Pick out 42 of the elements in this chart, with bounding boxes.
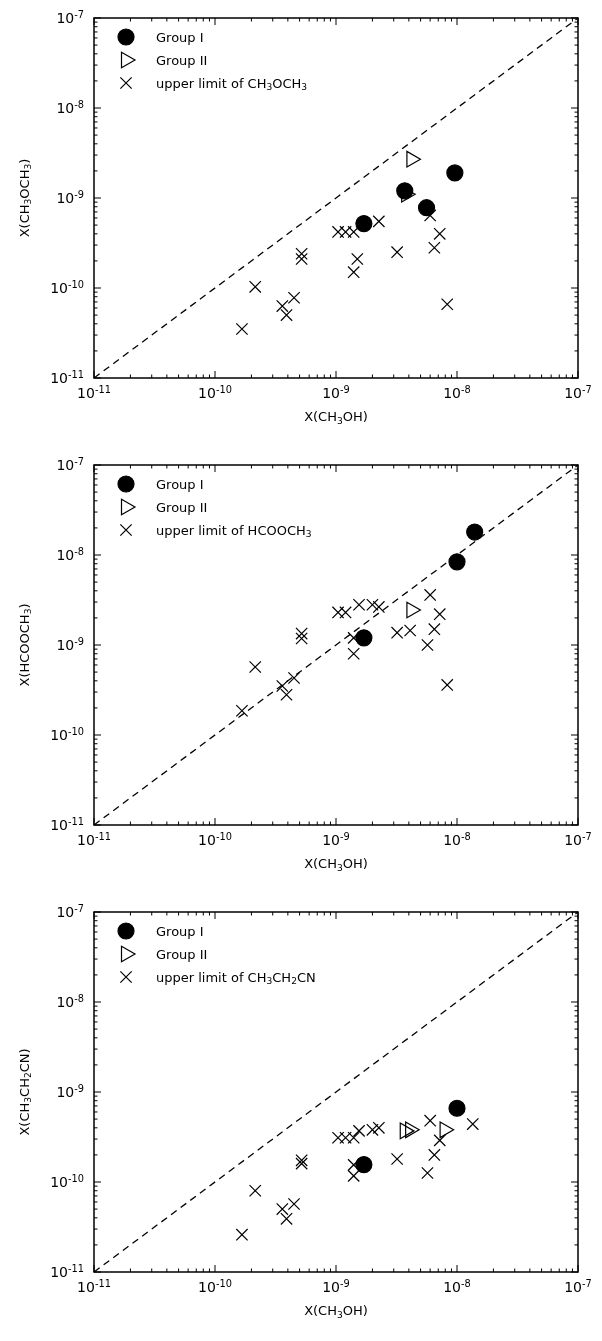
y-tick-label: 10$^{-7}$ bbox=[56, 455, 84, 473]
x-axis-title: X(CH$_{3}$OH) bbox=[304, 856, 368, 873]
x-tick-label: 10$^{-7}$ bbox=[564, 1277, 592, 1295]
x-tick-label: 10$^{-8}$ bbox=[443, 1277, 471, 1295]
x-tick-label: 10$^{-9}$ bbox=[322, 830, 350, 848]
x-tick-label: 10$^{-8}$ bbox=[443, 383, 471, 401]
x-tick-label: 10$^{-10}$ bbox=[198, 830, 232, 848]
x-axis-title: X(CH$_{3}$OH) bbox=[304, 409, 368, 426]
legend-label: upper limit of HCOOCH$_{3}$ bbox=[156, 522, 312, 540]
legend-label: Group II bbox=[156, 52, 208, 68]
y-tick-label: 10$^{-10}$ bbox=[50, 278, 84, 296]
y-tick-label: 10$^{-9}$ bbox=[56, 635, 84, 653]
y-tick-label: 10$^{-11}$ bbox=[50, 368, 84, 386]
x-tick-label: 10$^{-11}$ bbox=[77, 383, 111, 401]
legend-label: Group I bbox=[156, 29, 204, 45]
y-tick-label: 10$^{-7}$ bbox=[56, 8, 84, 26]
y-tick-label: 10$^{-11}$ bbox=[50, 1262, 84, 1280]
x-tick-label: 10$^{-7}$ bbox=[564, 830, 592, 848]
x-tick-label: 10$^{-11}$ bbox=[77, 1277, 111, 1295]
legend-label: upper limit of CH$_{3}$CH$_{2}$CN bbox=[156, 969, 316, 987]
x-tick-label: 10$^{-9}$ bbox=[322, 1277, 350, 1295]
legend-label: Group II bbox=[156, 499, 208, 515]
legend-label: upper limit of CH$_{3}$OCH$_{3}$ bbox=[156, 75, 308, 93]
y-tick-label: 10$^{-10}$ bbox=[50, 1172, 84, 1190]
y-tick-label: 10$^{-7}$ bbox=[56, 902, 84, 920]
x-tick-label: 10$^{-8}$ bbox=[443, 830, 471, 848]
y-tick-label: 10$^{-11}$ bbox=[50, 815, 84, 833]
x-tick-label: 10$^{-10}$ bbox=[198, 383, 232, 401]
x-tick-label: 10$^{-9}$ bbox=[322, 383, 350, 401]
legend-label: Group I bbox=[156, 476, 204, 492]
x-axis-title: X(CH$_{3}$OH) bbox=[304, 1303, 368, 1320]
y-tick-label: 10$^{-10}$ bbox=[50, 725, 84, 743]
y-tick-label: 10$^{-9}$ bbox=[56, 1082, 84, 1100]
y-tick-label: 10$^{-9}$ bbox=[56, 188, 84, 206]
legend-label: Group I bbox=[156, 923, 204, 939]
y-tick-label: 10$^{-8}$ bbox=[56, 98, 84, 116]
x-tick-label: 10$^{-11}$ bbox=[77, 830, 111, 848]
legend-label: Group II bbox=[156, 946, 208, 962]
x-tick-label: 10$^{-10}$ bbox=[198, 1277, 232, 1295]
y-tick-label: 10$^{-8}$ bbox=[56, 545, 84, 563]
x-tick-label: 10$^{-7}$ bbox=[564, 383, 592, 401]
y-tick-label: 10$^{-8}$ bbox=[56, 992, 84, 1010]
